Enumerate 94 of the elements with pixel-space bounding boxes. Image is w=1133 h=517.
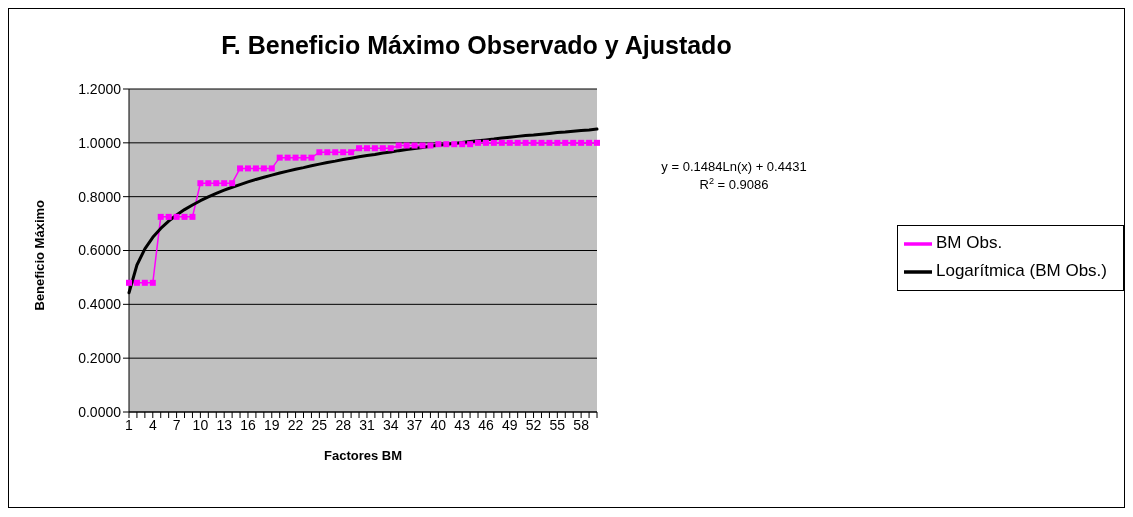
point [363,145,370,152]
legend-label: BM Obs. [936,233,1003,253]
y-tick-label: 0.6000 [78,242,122,259]
x-tick-label: 4 [148,416,157,433]
point [244,165,251,172]
point [213,180,220,187]
point [260,165,267,172]
y-tick-label: 0.4000 [78,296,122,313]
point [514,139,521,146]
x-tick-label: 58 [573,416,590,433]
point [181,213,188,220]
point [141,279,148,286]
point [411,142,418,149]
point [316,149,323,156]
point [379,145,386,152]
x-tick-label: 40 [430,416,447,433]
point [205,180,212,187]
x-tick-label: 22 [287,416,304,433]
x-tick-label: 16 [240,416,256,433]
point [284,154,291,161]
point [126,279,132,286]
point [308,154,315,161]
x-tick-label: 37 [406,416,423,433]
point [586,139,593,146]
legend-label: Logarítmica (BM Obs.) [936,261,1107,281]
point [538,139,545,146]
x-tick-label: 13 [216,416,233,433]
point [292,154,299,161]
point [578,139,585,146]
x-tick-label: 1 [125,416,134,433]
point [570,139,577,146]
x-tick-label: 28 [335,416,352,433]
point [276,154,283,161]
point [229,180,236,187]
chart-title: F. Beneficio Máximo Observado y Ajustado [221,31,732,59]
point [451,141,458,148]
text: R$^{2}$ = 0.9086 [699,176,769,192]
x-tick-label: 31 [359,416,375,433]
y-tick-label: 0.2000 [78,350,122,367]
point [482,139,489,146]
point [443,141,450,148]
y-tick-label: 0.0000 [78,403,122,420]
point [149,279,156,286]
point [332,149,339,156]
x-tick-label: 19 [263,416,280,433]
point [387,145,394,152]
x-tick-label: 52 [525,416,542,433]
point [522,139,529,146]
text: y = 0.1484Ln(x) + 0.4431 [661,159,807,174]
point [467,141,474,148]
y-axis-title: Beneficio Máximo [31,199,47,311]
x-tick-label: 46 [478,416,494,433]
point [435,141,442,148]
y-tick-label: 1.0000 [78,134,122,151]
point [459,141,466,148]
x-tick-label: 10 [192,416,209,433]
point [475,139,482,146]
point [268,165,275,172]
x-tick-label: 43 [454,416,471,433]
point [348,149,355,156]
x-tick-label: 55 [549,416,566,433]
point [252,165,259,172]
point [173,213,180,220]
x-tick-label: 7 [172,416,181,433]
y-tick-label: 1.2000 [78,80,122,97]
x-axis-title: Factores BM [323,448,403,463]
point [133,279,140,286]
point [371,145,378,152]
point [427,142,434,149]
point [562,139,569,146]
point [546,139,553,146]
point [356,145,363,152]
x-tick-label: 49 [501,416,518,433]
x-tick-label: 34 [382,416,399,433]
point [554,139,561,146]
point [419,142,426,149]
point [165,213,172,220]
point [530,139,537,146]
point [403,142,410,149]
point [498,139,505,146]
point [189,213,196,220]
point [395,142,402,149]
point [197,180,204,187]
point [221,180,228,187]
point [506,139,513,146]
point [300,154,307,161]
point [157,213,164,220]
point [340,149,347,156]
point [594,139,600,146]
x-tick-label: 25 [311,416,328,433]
y-tick-label: 0.8000 [78,188,122,205]
point [490,139,497,146]
point [324,149,331,156]
point [237,165,244,172]
